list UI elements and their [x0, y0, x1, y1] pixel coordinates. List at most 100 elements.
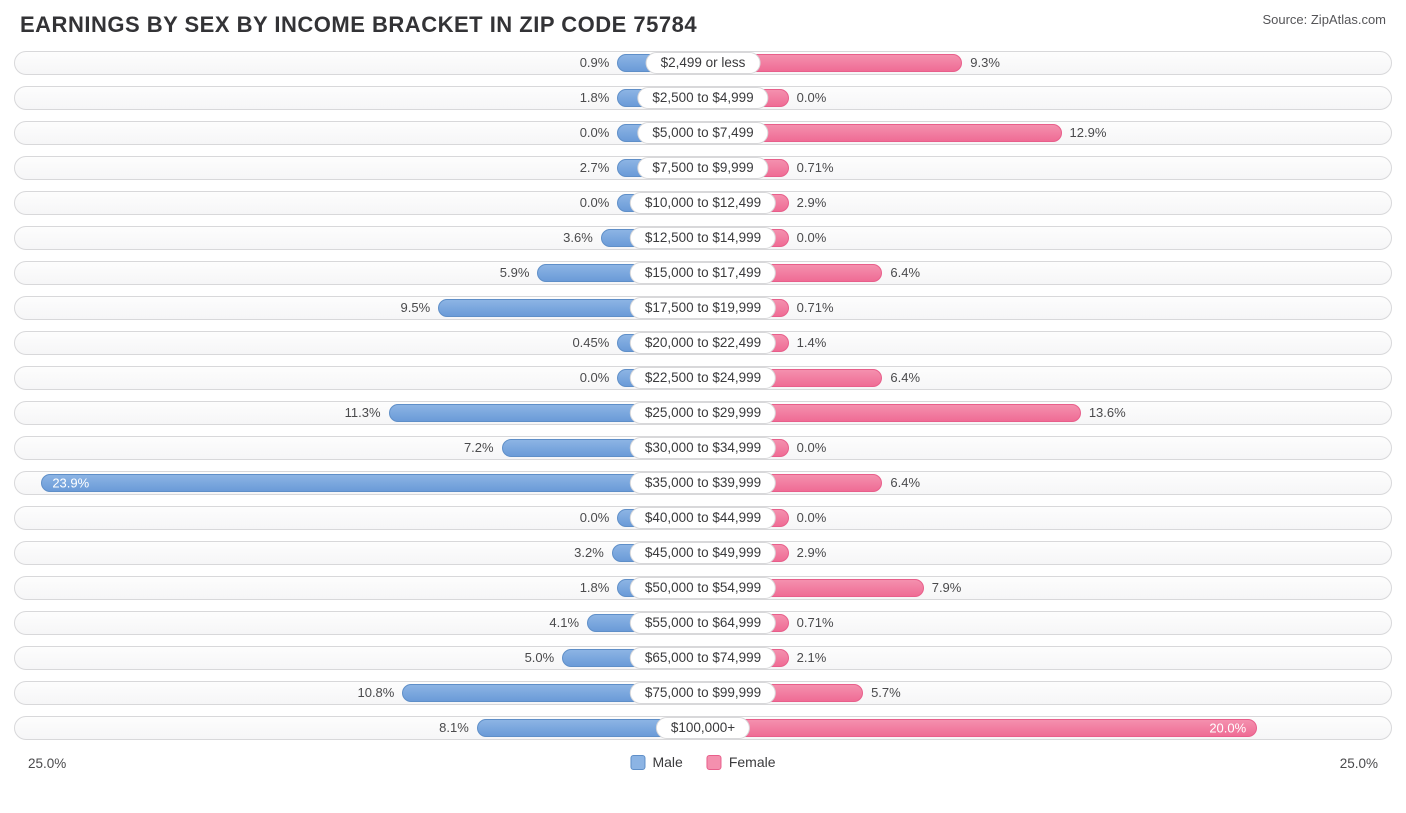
female-half: 1.4%	[703, 331, 1392, 355]
male-half: 23.9%	[14, 471, 703, 495]
female-value-label: 0.71%	[797, 300, 834, 315]
male-half: 5.0%	[14, 646, 703, 670]
male-value-label: 23.9%	[52, 475, 89, 490]
female-half: 0.71%	[703, 611, 1392, 635]
male-half: 0.0%	[14, 366, 703, 390]
female-value-label: 0.71%	[797, 160, 834, 175]
legend-item-male: Male	[630, 754, 682, 770]
chart-row: 5.0%2.1%$65,000 to $74,999	[14, 641, 1392, 674]
male-half: 0.45%	[14, 331, 703, 355]
category-label: $10,000 to $12,499	[630, 192, 776, 214]
female-half: 9.3%	[703, 51, 1392, 75]
female-half: 2.9%	[703, 191, 1392, 215]
female-value-label: 13.6%	[1089, 405, 1126, 420]
female-value-label: 2.9%	[797, 195, 827, 210]
female-value-label: 2.9%	[797, 545, 827, 560]
male-value-label: 9.5%	[401, 300, 431, 315]
category-label: $45,000 to $49,999	[630, 542, 776, 564]
category-label: $2,499 or less	[646, 52, 761, 74]
male-half: 9.5%	[14, 296, 703, 320]
male-value-label: 11.3%	[345, 405, 381, 420]
male-half: 8.1%	[14, 716, 703, 740]
female-half: 20.0%	[703, 716, 1392, 740]
male-value-label: 4.1%	[549, 615, 579, 630]
female-value-label: 2.1%	[797, 650, 827, 665]
male-half: 0.0%	[14, 506, 703, 530]
male-value-label: 3.6%	[563, 230, 593, 245]
female-half: 0.71%	[703, 296, 1392, 320]
female-half: 6.4%	[703, 261, 1392, 285]
chart-row: 7.2%0.0%$30,000 to $34,999	[14, 431, 1392, 464]
female-half: 2.9%	[703, 541, 1392, 565]
chart-row: 3.6% 0.0%$12,500 to $14,999	[14, 221, 1392, 254]
legend-label-male: Male	[652, 754, 682, 770]
category-label: $7,500 to $9,999	[637, 157, 768, 179]
male-half: 7.2%	[14, 436, 703, 460]
chart-row: 0.9% 9.3% $2,499 or less	[14, 46, 1392, 79]
female-value-label: 0.0%	[797, 90, 827, 105]
chart-row: 0.45%1.4%$20,000 to $22,499	[14, 326, 1392, 359]
female-value-label: 1.4%	[797, 335, 827, 350]
chart-row: 4.1% 0.71% $55,000 to $64,999	[14, 606, 1392, 639]
female-value-label: 6.4%	[890, 370, 920, 385]
male-half: 3.6%	[14, 226, 703, 250]
chart-source: Source: ZipAtlas.com	[1262, 12, 1386, 27]
category-label: $100,000+	[656, 717, 750, 739]
female-half: 0.0%	[703, 226, 1392, 250]
male-value-label: 1.8%	[580, 90, 610, 105]
female-half: 7.9%	[703, 576, 1392, 600]
male-half: 4.1%	[14, 611, 703, 635]
axis-label-left: 25.0%	[28, 756, 66, 771]
chart-row: 11.3%13.6%$25,000 to $29,999	[14, 396, 1392, 429]
male-value-label: 0.0%	[580, 510, 610, 525]
female-value-label: 6.4%	[890, 265, 920, 280]
axis-label-right: 25.0%	[1340, 756, 1378, 771]
male-half: 0.0%	[14, 121, 703, 145]
category-label: $2,500 to $4,999	[637, 87, 768, 109]
legend-item-female: Female	[707, 754, 776, 770]
chart-row: 10.8%5.7%$75,000 to $99,999	[14, 676, 1392, 709]
chart-row: 0.0% 2.9% $10,000 to $12,499	[14, 186, 1392, 219]
female-value-label: 6.4%	[890, 475, 920, 490]
chart-row: 0.0% 0.0% $40,000 to $44,999	[14, 501, 1392, 534]
male-half: 5.9%	[14, 261, 703, 285]
chart-row: 0.0% 12.9%$5,000 to $7,499	[14, 116, 1392, 149]
female-half: 5.7%	[703, 681, 1392, 705]
male-value-label: 0.0%	[580, 125, 610, 140]
category-label: $17,500 to $19,999	[630, 297, 776, 319]
female-half: 13.6%	[703, 401, 1392, 425]
female-half: 2.1%	[703, 646, 1392, 670]
chart-row: 1.8%7.9%$50,000 to $54,999	[14, 571, 1392, 604]
chart-footer: 25.0% Male Female 25.0%	[0, 748, 1406, 788]
chart-row: 3.2% 2.9% $45,000 to $49,999	[14, 536, 1392, 569]
female-half: 12.9%	[703, 121, 1392, 145]
female-value-label: 0.0%	[797, 510, 827, 525]
male-half: 0.9%	[14, 51, 703, 75]
legend-label-female: Female	[729, 754, 776, 770]
category-label: $12,500 to $14,999	[630, 227, 776, 249]
legend: Male Female	[630, 754, 775, 770]
chart-area: 0.9% 9.3% $2,499 or less 1.8% 0.0% $2,500 to …	[0, 46, 1406, 744]
male-value-label: 3.2%	[574, 545, 604, 560]
male-half: 2.7%	[14, 156, 703, 180]
male-value-label: 0.0%	[580, 195, 610, 210]
category-label: $40,000 to $44,999	[630, 507, 776, 529]
female-value-label: 0.71%	[797, 615, 834, 630]
male-value-label: 5.9%	[500, 265, 530, 280]
female-value-label: 0.0%	[797, 440, 827, 455]
female-half: 0.0%	[703, 436, 1392, 460]
category-label: $5,000 to $7,499	[637, 122, 768, 144]
male-half: 10.8%	[14, 681, 703, 705]
chart-header: EARNINGS BY SEX BY INCOME BRACKET IN ZIP…	[0, 0, 1406, 46]
chart-row: 2.7% 0.71% $7,500 to $9,999	[14, 151, 1392, 184]
female-half: 6.4%	[703, 471, 1392, 495]
male-half: 0.0%	[14, 191, 703, 215]
male-value-label: 7.2%	[464, 440, 494, 455]
male-value-label: 0.0%	[580, 370, 610, 385]
female-swatch-icon	[707, 755, 722, 770]
female-bar: 20.0%	[706, 719, 1257, 737]
female-half: 0.0%	[703, 86, 1392, 110]
female-value-label: 9.3%	[970, 55, 1000, 70]
female-half: 0.71%	[703, 156, 1392, 180]
category-label: $55,000 to $64,999	[630, 612, 776, 634]
